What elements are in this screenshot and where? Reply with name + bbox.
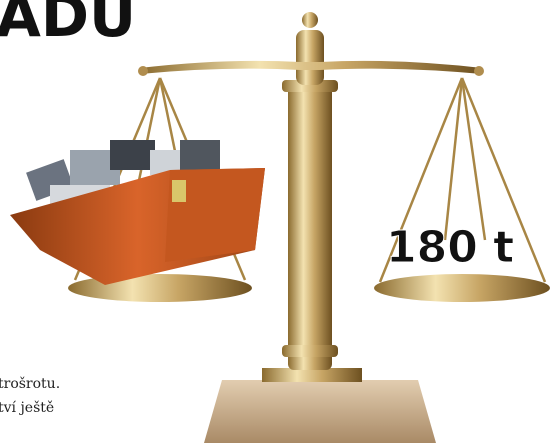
illustration: ADU — [0, 0, 551, 443]
heading: ADU — [0, 0, 136, 50]
right-pan — [374, 274, 550, 302]
scale-base — [204, 368, 436, 443]
body-line: trošrotu. — [0, 375, 60, 392]
left-pan — [10, 140, 265, 302]
weight-label: 180 t — [386, 222, 514, 273]
body-line: tví ještě — [0, 399, 54, 416]
